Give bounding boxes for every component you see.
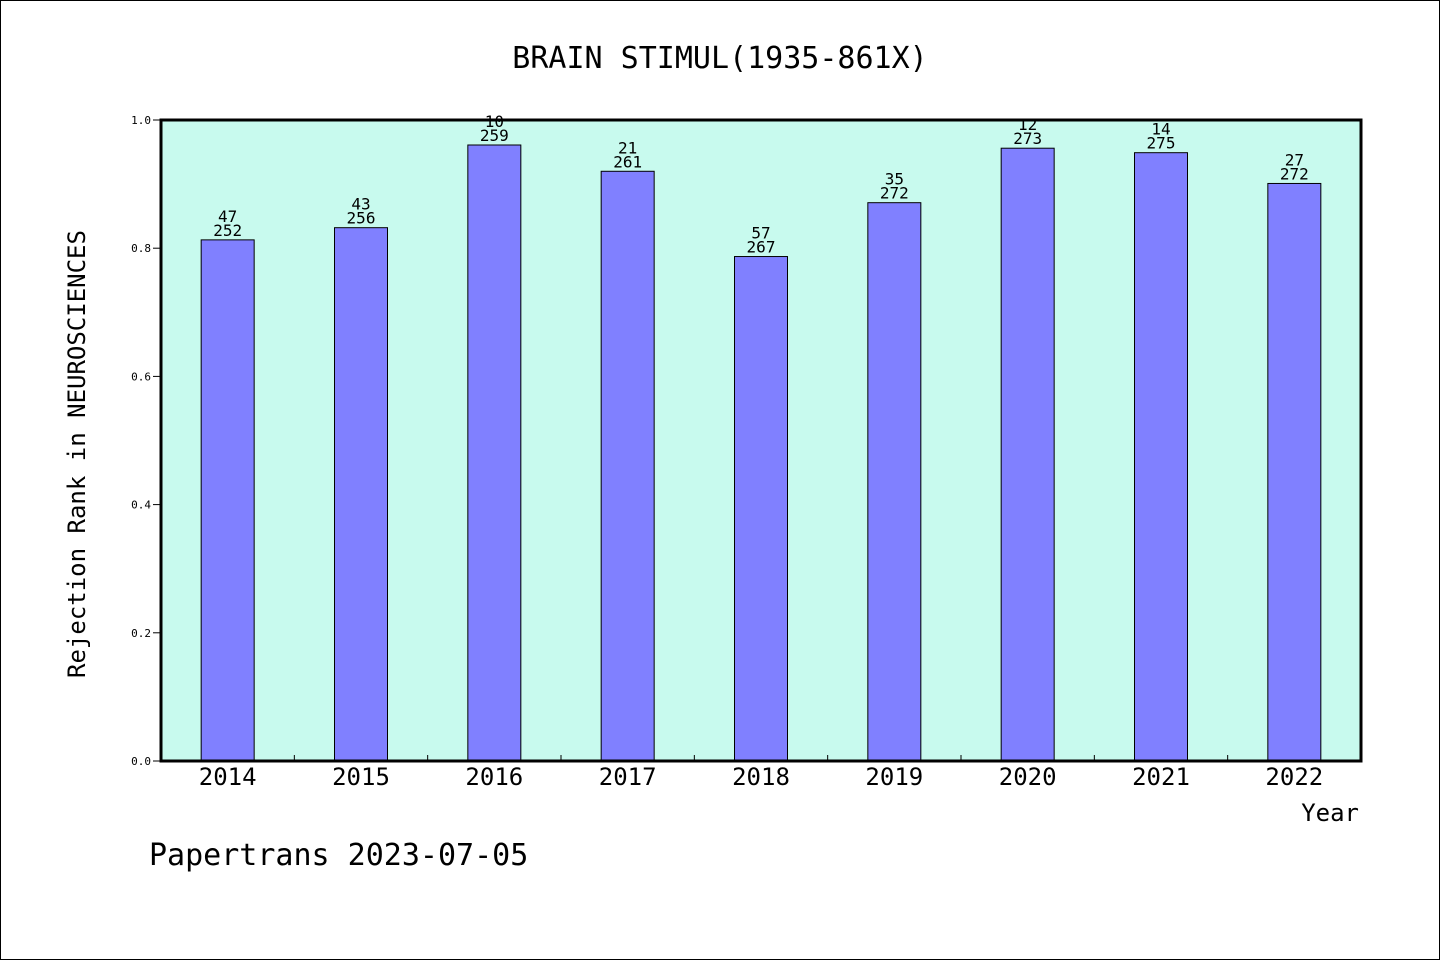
chart-title: BRAIN STIMUL(1935-861X) [512, 41, 927, 76]
bar [200, 239, 255, 762]
bar-series [200, 144, 1322, 762]
y-tick-label: 0.4 [131, 499, 151, 512]
y-axis-label: Rejection Rank in NEUROSCIENCES [63, 230, 91, 678]
bar-label-rank: 57 [751, 224, 770, 243]
bar-label-rank: 47 [218, 207, 237, 226]
bar-label-total: 267 [747, 238, 776, 257]
bar-label-total: 272 [1280, 164, 1309, 183]
x-tick-label: 2019 [865, 763, 923, 791]
bar-label-rank: 35 [885, 170, 904, 189]
y-tick-label: 0.8 [131, 242, 151, 255]
footer-credit: Papertrans 2023-07-05 [149, 838, 528, 873]
x-tick-label: 2020 [999, 763, 1057, 791]
x-tick-label: 2018 [732, 763, 790, 791]
plot-frame [159, 118, 1363, 763]
bar [1267, 182, 1322, 762]
bar [1134, 152, 1188, 762]
bar-data-labels: 4725243256102592126157267352721227314275… [213, 112, 1309, 257]
bar-label-rank: 27 [1285, 150, 1304, 169]
y-tick-label: 1.0 [131, 114, 151, 127]
bar-label-total: 275 [1147, 134, 1176, 153]
y-tick-label: 0.2 [131, 627, 151, 640]
x-axis-label: Year [1301, 799, 1359, 827]
bar-label-total: 252 [213, 221, 242, 240]
x-tick-label: 2016 [465, 763, 523, 791]
bar-label-rank: 43 [351, 195, 370, 214]
x-tick-label: 2014 [199, 763, 257, 791]
bar-label-rank: 14 [1151, 120, 1170, 139]
bar-label-total: 272 [880, 184, 909, 203]
x-tick-label: 2015 [332, 763, 390, 791]
y-tick-label: 0.6 [131, 370, 151, 383]
bar-label-total: 259 [480, 126, 509, 145]
x-tick-label: 2021 [1132, 763, 1190, 791]
y-axis: 0.0 0.2 0.4 0.6 0.8 1.0 [131, 114, 161, 768]
x-tick-label: 2017 [599, 763, 657, 791]
bar [334, 227, 388, 762]
bar-label-total: 273 [1013, 129, 1042, 148]
x-tick-label: 2022 [1265, 763, 1323, 791]
bar [867, 202, 922, 762]
x-axis: 2014 2015 2016 2017 2018 2019 2020 2021 2022 [199, 755, 1323, 791]
bar [600, 170, 655, 762]
bar [467, 144, 522, 762]
bar [734, 256, 788, 762]
bar [1000, 147, 1055, 762]
y-tick-label: 0.0 [131, 755, 151, 768]
bar-label-total: 256 [347, 209, 376, 228]
bar-label-rank: 21 [618, 138, 637, 157]
bar-label-total: 261 [613, 152, 642, 171]
